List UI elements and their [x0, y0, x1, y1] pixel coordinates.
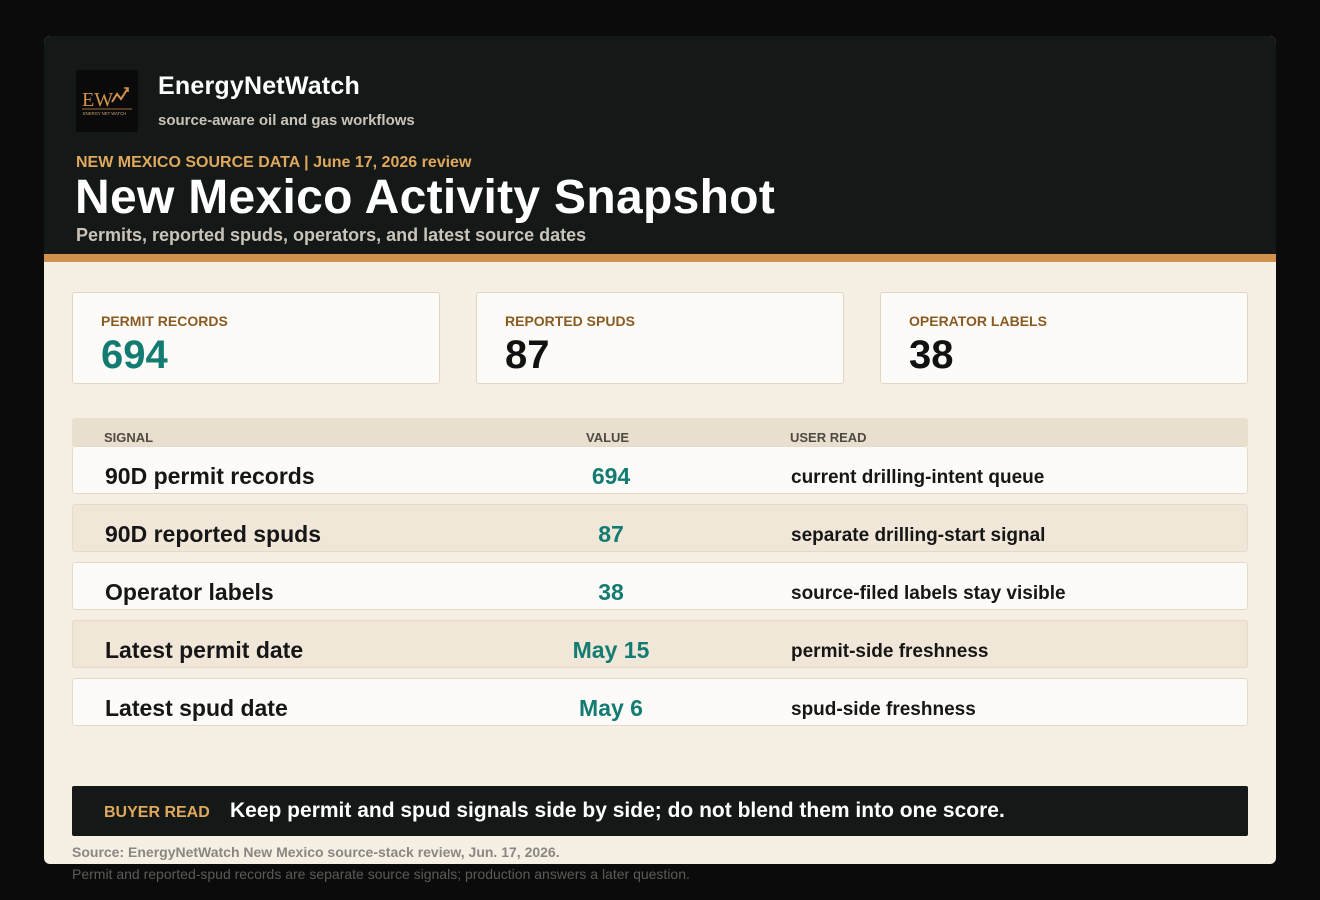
- kpi-value: 87: [505, 333, 550, 377]
- row-user-read: separate drilling-start signal: [791, 525, 1046, 546]
- page-subtitle: Permits, reported spuds, operators, and …: [76, 225, 587, 245]
- kpi-permit-records: PERMIT RECORDS 694: [72, 292, 440, 384]
- table-header: SIGNAL VALUE USER READ: [72, 418, 1248, 446]
- row-value: 694: [591, 463, 631, 489]
- row-user-read: spud-side freshness: [791, 699, 976, 720]
- row-user-read: permit-side freshness: [791, 641, 989, 662]
- header-band: EW ENERGY NET WATCH EnergyNetWatch sourc…: [44, 36, 1276, 254]
- snapshot-card: EW ENERGY NET WATCH EnergyNetWatch sourc…: [44, 36, 1276, 864]
- svg-text:EW: EW: [82, 89, 113, 111]
- table-row: Latest permit date May 15 permit-side fr…: [72, 620, 1248, 668]
- column-header-signal: SIGNAL: [104, 430, 154, 445]
- row-value: May 6: [579, 695, 643, 721]
- buyer-read-label: BUYER READ: [104, 804, 210, 821]
- report-eyebrow: NEW MEXICO SOURCE DATA | June 17, 2026 r…: [76, 154, 472, 171]
- kpi-reported-spuds: REPORTED SPUDS 87: [476, 292, 844, 384]
- footnote: Permit and reported-spud records are sep…: [72, 866, 690, 882]
- column-header-value: VALUE: [586, 430, 630, 445]
- kpi-operator-labels: OPERATOR LABELS 38: [880, 292, 1248, 384]
- energynetwatch-logo-icon: EW ENERGY NET WATCH: [82, 87, 132, 116]
- table-row: Operator labels 38 source-filed labels s…: [72, 562, 1248, 610]
- kpi-label: REPORTED SPUDS: [505, 313, 635, 329]
- brand-tagline: source-aware oil and gas workflows: [158, 112, 415, 129]
- row-user-read: current drilling-intent queue: [791, 467, 1045, 488]
- row-value: 87: [598, 521, 624, 547]
- row-signal: 90D permit records: [105, 463, 315, 489]
- table-row: Latest spud date May 6 spud-side freshne…: [72, 678, 1248, 726]
- page-title: New Mexico Activity Snapshot: [75, 171, 776, 224]
- table-row: 90D permit records 694 current drilling-…: [72, 446, 1248, 494]
- table-row: 90D reported spuds 87 separate drilling-…: [72, 504, 1248, 552]
- header-accent-rule: [44, 254, 1276, 262]
- row-value: May 15: [572, 637, 650, 663]
- row-signal: 90D reported spuds: [105, 521, 321, 547]
- brand-logo: EW ENERGY NET WATCH: [76, 70, 138, 132]
- kpi-value: 694: [101, 333, 168, 377]
- kpi-label: OPERATOR LABELS: [909, 313, 1047, 329]
- row-signal: Operator labels: [105, 579, 274, 605]
- kpi-label: PERMIT RECORDS: [101, 313, 228, 329]
- brand-name: EnergyNetWatch: [158, 72, 360, 100]
- svg-text:ENERGY NET WATCH: ENERGY NET WATCH: [83, 111, 126, 116]
- source-citation: Source: EnergyNetWatch New Mexico source…: [72, 844, 560, 860]
- kpi-value: 38: [909, 333, 954, 377]
- row-value: 38: [598, 579, 624, 605]
- row-signal: Latest permit date: [105, 637, 304, 663]
- buyer-read-text: Keep permit and spud signals side by sid…: [230, 799, 1005, 822]
- row-user-read: source-filed labels stay visible: [791, 583, 1066, 604]
- column-header-user-read: USER READ: [790, 430, 867, 445]
- buyer-read-callout: BUYER READ Keep permit and spud signals …: [72, 786, 1248, 836]
- row-signal: Latest spud date: [105, 695, 288, 721]
